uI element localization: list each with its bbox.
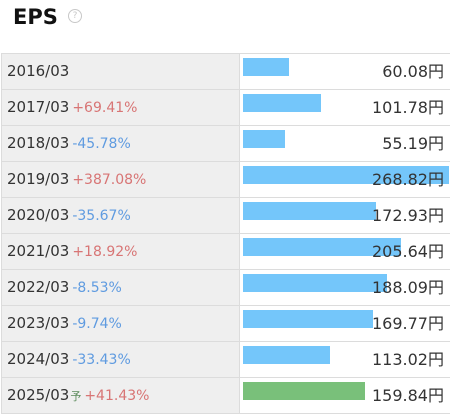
eps-bar xyxy=(243,58,289,76)
fiscal-period: 2020/03 xyxy=(7,206,70,224)
eps-bar xyxy=(243,94,321,112)
row-label: 2017/03 +69.41% xyxy=(2,90,240,125)
eps-row: 2021/03 +18.92% 205.64円 xyxy=(1,234,450,270)
value-cell: 172.93円 xyxy=(241,198,450,233)
value-cell: 101.78円 xyxy=(241,90,450,125)
row-label: 2018/03 -45.78% xyxy=(2,126,240,161)
fiscal-period: 2019/03 xyxy=(7,170,70,188)
value-cell: 55.19円 xyxy=(241,126,450,161)
yoy-change: +69.41% xyxy=(72,100,138,116)
eps-value: 205.64円 xyxy=(372,242,444,261)
yoy-change: -9.74% xyxy=(72,316,122,332)
row-label: 2020/03 -35.67% xyxy=(2,198,240,233)
eps-row: 2016/03 60.08円 xyxy=(1,54,450,90)
eps-value: 169.77円 xyxy=(372,314,444,333)
eps-bar xyxy=(243,274,387,292)
eps-row: 2022/03 -8.53% 188.09円 xyxy=(1,270,450,306)
value-cell: 159.84円 xyxy=(241,378,450,413)
yoy-change: +18.92% xyxy=(72,244,138,260)
eps-bar xyxy=(243,346,330,364)
eps-row: 2017/03 +69.41% 101.78円 xyxy=(1,90,450,126)
value-cell: 268.82円 xyxy=(241,162,450,197)
fiscal-period: 2018/03 xyxy=(7,134,70,152)
eps-row: 2023/03 -9.74% 169.77円 xyxy=(1,306,450,342)
row-label: 2024/03 -33.43% xyxy=(2,342,240,377)
eps-row: 2025/03予 +41.43% 159.84円 xyxy=(1,378,450,414)
eps-value: 60.08円 xyxy=(382,62,444,81)
yoy-change: -35.67% xyxy=(72,208,131,224)
eps-value: 55.19円 xyxy=(382,134,444,153)
eps-header: EPS ? xyxy=(0,0,452,46)
yoy-change: +387.08% xyxy=(72,172,147,188)
eps-table: 2016/03 60.08円 2017/03 +69.41% 101.78円 2018/0… xyxy=(1,53,450,414)
eps-bar xyxy=(243,130,285,148)
eps-value: 113.02円 xyxy=(372,350,444,369)
value-cell: 188.09円 xyxy=(241,270,450,305)
value-cell: 113.02円 xyxy=(241,342,450,377)
yoy-change: -45.78% xyxy=(72,136,131,152)
eps-bar xyxy=(243,166,449,184)
row-label: 2023/03 -9.74% xyxy=(2,306,240,341)
row-label: 2025/03予 +41.43% xyxy=(2,378,240,413)
fiscal-period: 2016/03 xyxy=(7,62,70,80)
eps-value: 101.78円 xyxy=(372,98,444,117)
eps-value: 188.09円 xyxy=(372,278,444,297)
row-label: 2021/03 +18.92% xyxy=(2,234,240,269)
eps-row: 2018/03 -45.78% 55.19円 xyxy=(1,126,450,162)
forecast-mark: 予 xyxy=(70,390,82,403)
row-label: 2016/03 xyxy=(2,54,240,89)
fiscal-period: 2023/03 xyxy=(7,314,70,332)
fiscal-period: 2024/03 xyxy=(7,350,70,368)
eps-bar xyxy=(243,202,376,220)
eps-row: 2020/03 -35.67% 172.93円 xyxy=(1,198,450,234)
eps-row: 2024/03 -33.43% 113.02円 xyxy=(1,342,450,378)
page-title: EPS xyxy=(13,5,58,29)
yoy-change: +41.43% xyxy=(84,388,150,404)
row-label: 2022/03 -8.53% xyxy=(2,270,240,305)
yoy-change: -8.53% xyxy=(72,280,122,296)
fiscal-period: 2021/03 xyxy=(7,242,70,260)
help-icon[interactable]: ? xyxy=(68,9,82,23)
eps-value: 172.93円 xyxy=(372,206,444,225)
value-cell: 60.08円 xyxy=(241,54,450,89)
fiscal-period: 2017/03 xyxy=(7,98,70,116)
value-cell: 169.77円 xyxy=(241,306,450,341)
eps-bar xyxy=(243,238,401,256)
eps-value: 159.84円 xyxy=(372,386,444,405)
eps-forecast-bar xyxy=(243,382,365,400)
eps-value: 268.82円 xyxy=(372,170,444,189)
row-label: 2019/03 +387.08% xyxy=(2,162,240,197)
value-cell: 205.64円 xyxy=(241,234,450,269)
eps-row: 2019/03 +387.08% 268.82円 xyxy=(1,162,450,198)
fiscal-period: 2022/03 xyxy=(7,278,70,296)
yoy-change: -33.43% xyxy=(72,352,131,368)
fiscal-period: 2025/03 xyxy=(7,386,70,404)
eps-bar xyxy=(243,310,373,328)
